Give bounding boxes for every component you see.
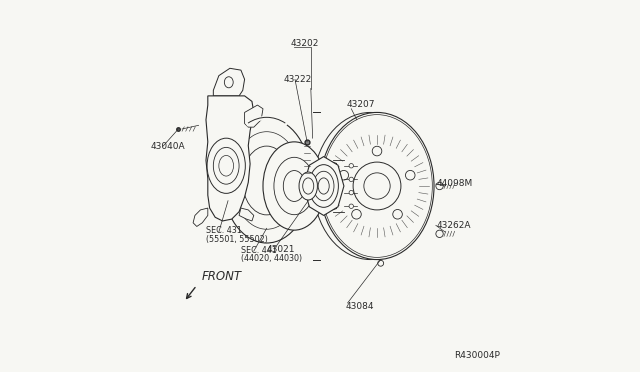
Ellipse shape <box>349 164 353 168</box>
Ellipse shape <box>349 204 353 208</box>
Ellipse shape <box>263 142 326 230</box>
Ellipse shape <box>303 178 314 194</box>
Polygon shape <box>213 68 244 96</box>
Ellipse shape <box>322 115 432 257</box>
Ellipse shape <box>207 138 245 193</box>
Ellipse shape <box>274 157 315 215</box>
Ellipse shape <box>223 118 311 243</box>
Ellipse shape <box>393 209 403 219</box>
Ellipse shape <box>339 170 349 180</box>
Text: 43040A: 43040A <box>151 142 186 151</box>
Ellipse shape <box>378 260 383 266</box>
Ellipse shape <box>299 172 317 200</box>
Text: FRONT: FRONT <box>202 270 241 283</box>
Ellipse shape <box>406 170 415 180</box>
Ellipse shape <box>372 146 382 156</box>
Text: 43021: 43021 <box>267 245 295 254</box>
Ellipse shape <box>349 190 353 195</box>
Text: SEC. 431: SEC. 431 <box>206 227 242 235</box>
Text: (44020, 44030): (44020, 44030) <box>241 254 302 263</box>
Polygon shape <box>206 96 254 221</box>
Text: 43084: 43084 <box>346 302 374 311</box>
Ellipse shape <box>309 165 339 207</box>
Ellipse shape <box>364 173 390 199</box>
Text: SEC. 441: SEC. 441 <box>241 246 276 255</box>
Ellipse shape <box>213 147 239 184</box>
Polygon shape <box>244 105 263 127</box>
Text: 43262A: 43262A <box>437 221 472 230</box>
Text: 43202: 43202 <box>291 39 319 48</box>
Ellipse shape <box>314 112 428 260</box>
Ellipse shape <box>320 112 434 260</box>
Text: 43222: 43222 <box>284 75 312 84</box>
Ellipse shape <box>349 177 353 182</box>
Ellipse shape <box>284 170 305 202</box>
Ellipse shape <box>243 146 291 215</box>
Ellipse shape <box>314 171 334 201</box>
Ellipse shape <box>353 162 401 210</box>
Ellipse shape <box>352 209 361 219</box>
Ellipse shape <box>436 230 444 237</box>
Ellipse shape <box>436 182 444 190</box>
Text: (55501, 55502): (55501, 55502) <box>206 235 268 244</box>
Polygon shape <box>239 208 254 221</box>
Ellipse shape <box>318 178 329 194</box>
Polygon shape <box>193 208 208 227</box>
Text: R430004P: R430004P <box>454 351 500 360</box>
Ellipse shape <box>225 77 233 88</box>
Ellipse shape <box>219 155 234 176</box>
Polygon shape <box>303 157 344 215</box>
Polygon shape <box>324 160 337 212</box>
Text: 44098M: 44098M <box>437 179 473 187</box>
Text: 43207: 43207 <box>346 100 375 109</box>
